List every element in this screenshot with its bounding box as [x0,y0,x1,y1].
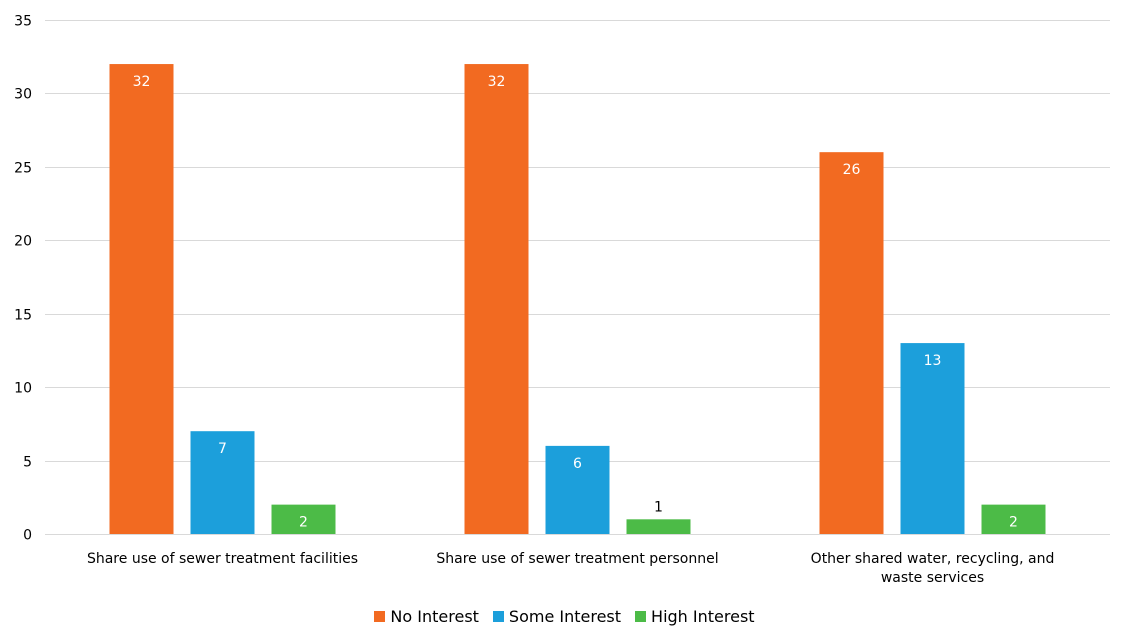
bar [190,431,255,534]
bar-chart: 0 5 10 15 20 25 30 35 32 7 2 Share use of sewer tre… [14,14,1110,586]
legend-swatch-no-interest [374,610,386,622]
y-tick-label: 35 [14,14,32,30]
bar [464,64,529,535]
y-tick-label: 30 [14,87,32,103]
data-label: 26 [843,162,861,178]
bar [626,519,691,534]
x-category-label: Share use of sewer treatment facilities [87,551,358,567]
y-tick-label: 10 [14,381,32,397]
data-label: 7 [218,441,227,457]
legend: No Interest Some Interest High Interest [0,606,1129,626]
legend-label-no-interest: No Interest [390,606,479,626]
legend-item-high-interest: High Interest [635,607,755,626]
x-category-label: waste services [881,570,984,586]
data-label: 32 [488,74,506,90]
bar [819,152,884,534]
y-tick-label: 5 [23,455,32,471]
legend-swatch-some-interest [492,610,504,622]
x-category-label: Share use of sewer treatment personnel [436,551,718,567]
legend-item-some-interest: Some Interest [492,606,622,626]
bar [900,343,965,534]
data-label: 2 [299,515,308,531]
data-label: 2 [1009,515,1018,531]
data-label: 13 [924,353,942,369]
legend-label-some-interest: Some Interest [508,606,622,626]
y-tick-label: 15 [14,308,32,324]
legend-label-high-interest: High Interest [651,606,755,626]
bar [109,64,174,535]
x-category-label: Other shared water, recycling, and [811,551,1055,567]
bar [981,504,1046,534]
data-label: 6 [573,456,582,472]
y-tick-label: 0 [23,528,32,544]
data-label: 1 [654,499,663,515]
y-tick-label: 20 [14,234,32,250]
y-tick-label: 25 [14,161,32,177]
bar [545,445,610,534]
legend-swatch-high-interest [635,610,647,622]
data-label: 32 [133,74,151,90]
bar [271,504,336,534]
legend-item-no-interest: No Interest [374,607,479,626]
